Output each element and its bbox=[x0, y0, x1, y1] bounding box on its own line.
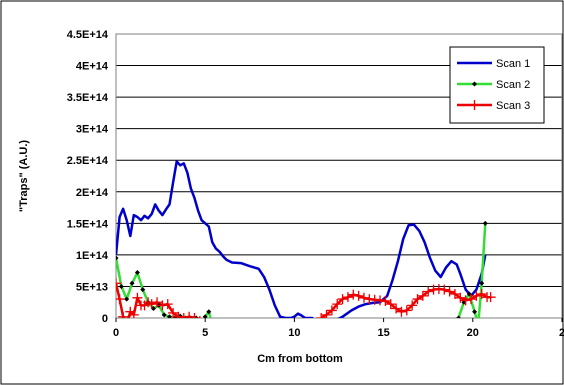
data-point-series-3 bbox=[380, 295, 391, 306]
tick-labels: 0 5E+13 1E+14 1.5E+14 2E+14 2.5E+14 3E+14 3.5E+… bbox=[67, 29, 564, 339]
legend-label-1: Scan 1 bbox=[496, 58, 530, 70]
data-point-series-3 bbox=[444, 286, 455, 297]
data-point-series-3 bbox=[132, 292, 143, 303]
y-tick-label: 5E+13 bbox=[76, 281, 108, 293]
data-point-series-3 bbox=[116, 278, 121, 289]
marker-layer bbox=[116, 220, 496, 318]
data-point-series-3 bbox=[476, 289, 487, 300]
data-point-series-3 bbox=[321, 309, 332, 318]
data-point-series-3 bbox=[485, 292, 496, 303]
y-tick-label: 3E+14 bbox=[76, 124, 109, 136]
data-point-series-3 bbox=[348, 289, 359, 300]
x-tick-label: 20 bbox=[467, 327, 479, 339]
data-point-series-2 bbox=[482, 220, 488, 226]
data-point-series-2 bbox=[472, 309, 478, 315]
data-point-series-3 bbox=[391, 303, 402, 314]
data-point-series-2 bbox=[479, 280, 485, 286]
data-point-series-3 bbox=[146, 299, 157, 310]
x-tick-label: 15 bbox=[377, 327, 389, 339]
data-point-series-3 bbox=[116, 294, 125, 305]
data-point-series-3 bbox=[332, 299, 343, 310]
legend-marker-3 bbox=[469, 100, 480, 110]
data-point-series-3 bbox=[184, 311, 195, 318]
y-tick-label: 0 bbox=[102, 313, 108, 325]
legend: Scan 1 Scan 2 Scan 3 bbox=[449, 46, 545, 124]
data-point-series-3 bbox=[157, 300, 168, 311]
x-tick-label: 0 bbox=[113, 327, 119, 339]
series-line-1 bbox=[116, 160, 487, 318]
y-tick-label: 1.5E+14 bbox=[67, 218, 109, 230]
data-point-series-3 bbox=[471, 290, 482, 301]
x-axis-title: Cm from bottom bbox=[257, 353, 343, 365]
y-tick-label: 2.5E+14 bbox=[67, 155, 109, 167]
x-tick-label: 2 bbox=[559, 327, 564, 339]
data-point-series-2 bbox=[206, 309, 212, 315]
data-point-series-3 bbox=[178, 313, 189, 318]
data-point-series-2 bbox=[161, 312, 167, 318]
y-tick-label: 3.5E+14 bbox=[67, 92, 109, 104]
data-point-series-2 bbox=[202, 314, 208, 318]
data-point-series-3 bbox=[358, 292, 369, 303]
data-point-series-3 bbox=[173, 311, 184, 318]
data-point-series-2 bbox=[116, 255, 119, 261]
data-point-series-3 bbox=[118, 311, 129, 318]
data-point-series-2 bbox=[124, 296, 130, 302]
data-point-series-3 bbox=[455, 292, 466, 303]
data-point-series-3 bbox=[466, 294, 477, 305]
data-point-series-3 bbox=[189, 313, 200, 318]
x-tick-label: 5 bbox=[202, 327, 208, 339]
data-point-series-3 bbox=[199, 316, 201, 318]
data-point-series-3 bbox=[460, 295, 471, 306]
data-point-series-2 bbox=[167, 314, 173, 318]
data-point-series-3 bbox=[385, 299, 396, 310]
data-point-series-3 bbox=[407, 300, 418, 311]
data-point-series-3 bbox=[337, 294, 348, 305]
data-point-series-3 bbox=[417, 290, 428, 301]
data-point-series-3 bbox=[316, 313, 327, 318]
data-point-series-2 bbox=[140, 287, 146, 293]
data-point-series-2 bbox=[456, 315, 462, 318]
y-tick-label: 2E+14 bbox=[76, 187, 109, 199]
legend-marker-2 bbox=[472, 81, 477, 87]
data-point-series-3 bbox=[168, 307, 179, 318]
y-tick-label: 1E+14 bbox=[76, 250, 109, 262]
data-point-series-3 bbox=[342, 292, 353, 303]
data-point-series-3 bbox=[439, 284, 450, 295]
data-point-series-3 bbox=[162, 299, 173, 310]
y-tick-label: 4.5E+14 bbox=[67, 29, 109, 41]
data-point-series-3 bbox=[423, 286, 434, 297]
data-point-series-3 bbox=[128, 309, 139, 318]
data-point-series-3 bbox=[396, 306, 407, 317]
legend-label-3: Scan 3 bbox=[496, 100, 530, 112]
data-point-series-3 bbox=[353, 290, 364, 301]
x-tick-label: 10 bbox=[288, 327, 300, 339]
data-point-series-3 bbox=[412, 294, 423, 305]
legend-label-2: Scan 2 bbox=[496, 79, 530, 91]
data-point-series-2 bbox=[129, 280, 135, 286]
data-point-series-3 bbox=[401, 305, 412, 316]
data-point-series-3 bbox=[152, 297, 163, 308]
data-point-series-2 bbox=[118, 283, 124, 289]
data-point-series-3 bbox=[449, 289, 460, 300]
data-point-series-2 bbox=[134, 270, 140, 276]
y-axis-title: "Traps" (A.U.) bbox=[18, 140, 30, 212]
data-point-series-3 bbox=[326, 305, 337, 316]
y-tick-label: 4E+14 bbox=[76, 61, 109, 73]
